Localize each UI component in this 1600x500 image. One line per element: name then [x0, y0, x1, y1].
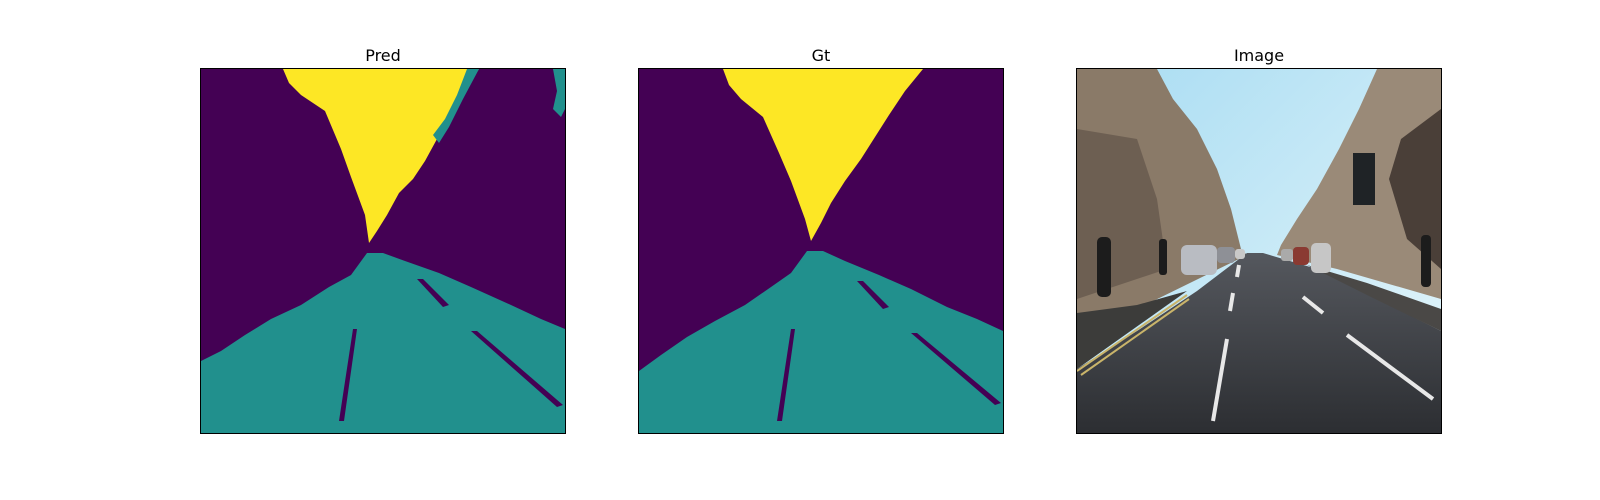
street-photo-frame — [1076, 68, 1442, 434]
right-sidewalk — [1307, 265, 1441, 331]
lane-markings — [1211, 264, 1435, 422]
pred-road-region — [201, 253, 565, 433]
parked-cars-right — [1281, 243, 1331, 273]
parked-cars-left — [1181, 245, 1245, 275]
gt-road-region — [639, 251, 1003, 433]
gt-lane-line-1 — [777, 329, 795, 421]
street-sign-board — [1353, 153, 1375, 205]
gt-panel: Gt — [638, 44, 1004, 434]
pred-sky-region — [283, 69, 479, 243]
image-panel: Image — [1076, 44, 1442, 434]
image-title: Image — [1233, 46, 1285, 65]
gt-lane-line-2 — [911, 333, 1001, 405]
kerb-yellow-lines — [1077, 294, 1190, 376]
right-buildings-shadow — [1389, 109, 1441, 269]
gt-sky-region — [723, 69, 923, 241]
gt-mask-frame — [638, 68, 1004, 434]
left-sidewalk — [1077, 291, 1187, 369]
road — [1077, 253, 1441, 433]
gt-title: Gt — [811, 46, 831, 65]
pred-lane-line-2 — [471, 331, 563, 407]
pred-panel: Pred — [200, 44, 566, 434]
gt-lane-line-3 — [857, 281, 889, 309]
pred-segmentation-mask — [201, 69, 565, 433]
pred-lane-line-3 — [417, 279, 449, 307]
gt-segmentation-mask — [639, 69, 1003, 433]
pred-mask-frame — [200, 68, 566, 434]
pedestrians — [1097, 235, 1431, 297]
pred-title: Pred — [365, 46, 401, 65]
street-photo — [1077, 69, 1441, 433]
pred-sky-edge — [433, 69, 479, 143]
pred-lane-line-1 — [339, 329, 357, 421]
pred-side-patch — [553, 69, 565, 117]
